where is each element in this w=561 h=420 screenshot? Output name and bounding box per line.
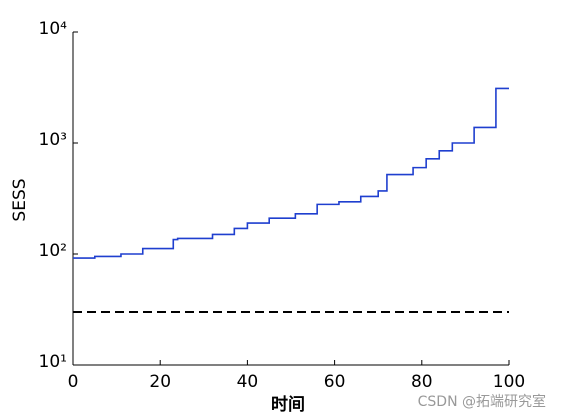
x-tick-label: 80 bbox=[411, 372, 433, 392]
x-tick-label: 0 bbox=[68, 372, 79, 392]
x-tick-label: 40 bbox=[237, 372, 259, 392]
x-tick-label: 100 bbox=[493, 372, 525, 392]
y-tick-label: 10¹ bbox=[39, 352, 67, 372]
y-tick-label: 10³ bbox=[39, 130, 67, 150]
y-tick-label: 10² bbox=[39, 241, 67, 261]
x-tick-label: 60 bbox=[324, 372, 346, 392]
y-tick-label: 10⁴ bbox=[39, 19, 68, 39]
x-axis-label: 时间 bbox=[271, 394, 305, 415]
watermark: CSDN @拓端研究室 bbox=[418, 393, 546, 410]
data-line bbox=[73, 87, 509, 259]
x-tick-label: 20 bbox=[149, 372, 171, 392]
y-axis-label: SESS bbox=[10, 178, 30, 221]
